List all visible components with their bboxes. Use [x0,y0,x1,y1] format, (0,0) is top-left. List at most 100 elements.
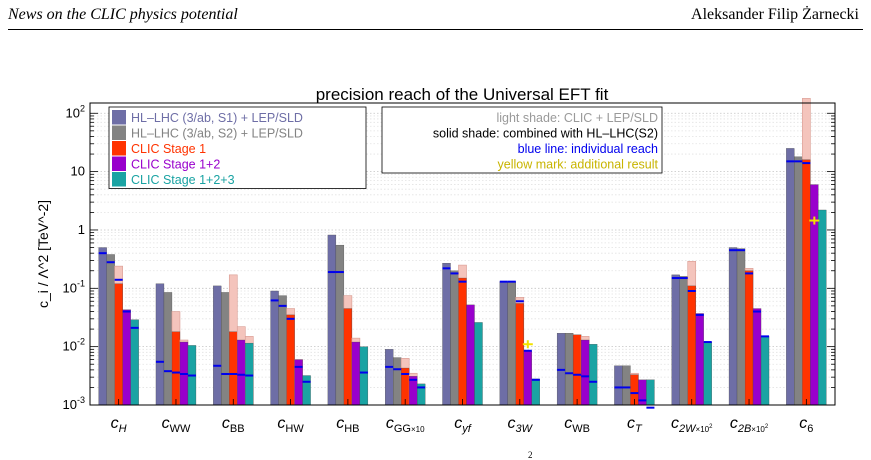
bar-st123 [359,346,369,406]
bar-s1 [155,283,165,406]
bar-st1 [343,308,353,406]
bar-s1 [213,285,222,406]
x-label-subscript: H [119,423,127,435]
x-label-subscript: BB [230,423,245,435]
bar-s1 [327,234,337,406]
x-tick-label: cHW [277,415,304,435]
x-label-base: c [564,415,572,432]
legend-notes-box [381,106,663,174]
bar-st12 [351,341,361,406]
legend-label: HL–LHC (3/ab, S1) + LEP/SLD [131,111,303,125]
y-tick-label: 10-1 [63,278,85,295]
y-tick-label: 10-2 [63,337,85,354]
x-tick-label: cT [627,415,643,435]
x-label-subscript: HW [285,423,304,435]
reach-marks [98,160,820,409]
bar-s2 [106,254,115,406]
x-label-multiplier: ×10 [411,425,425,434]
y-tick-exponent: 2 [80,103,85,113]
legend-swatch-s2 [112,125,126,140]
bar-s2 [564,333,574,406]
bar-s2 [163,292,173,406]
bar-st1 [114,283,123,406]
bar-s2 [335,244,345,406]
legend: HL–LHC (3/ab, S1) + LEP/SLD HL–LHC (3/ab,… [108,106,663,189]
x-label-base: c [162,415,170,432]
x-label-subscript: 2B [737,423,751,435]
bar-st123 [646,379,655,406]
bar-st123 [818,209,827,406]
bar-s2 [393,357,402,406]
y-tick-label: 102 [66,103,85,120]
x-label-subscript: 6 [807,423,813,435]
x-label-subscript: HB [344,423,359,435]
legend-note: solid shade: combined with HL–LHC(S2) [433,127,658,141]
bar-st12 [122,309,131,406]
y-tick-label: 1 [78,222,85,237]
bar-st123 [245,342,254,406]
bar-st1 [286,314,295,406]
legend-swatch-st12 [112,156,126,171]
bar-st123 [703,341,712,406]
x-label-subscript: 3W [516,423,534,435]
x-label-multiplier-exp: 2 [709,424,713,430]
x-label-base: c [799,415,807,432]
bar-st12 [695,313,704,406]
y-tick-label: 10 [71,164,85,179]
legend-label: CLIC Stage 1+2 [131,158,220,172]
bar-st123 [302,375,311,406]
bar-s2 [278,295,287,406]
x-tick-label: cBB [222,415,245,435]
bar-st1 [515,303,524,406]
bar-s1 [499,281,508,406]
bar-s1 [728,247,738,406]
x-label-multiplier-exp: 2 [765,424,769,430]
bar-st12 [523,350,532,406]
y-tick-label: 10-3 [63,395,85,412]
x-label-multiplier: ×10 [751,425,765,434]
x-label-multiplier: ×10 [696,425,710,434]
running-header-author: Aleksander Filip Żarnecki [691,6,859,23]
bar-s1 [385,349,394,406]
bar-s2 [221,292,230,406]
x-label-base: c [627,415,635,432]
legend-note: yellow mark: additional result [498,158,659,172]
x-tick-label: cWB [564,415,590,435]
bar-s1 [442,262,451,406]
bar-s1 [671,274,680,406]
y-tick-exponent: -2 [77,337,85,347]
bar-s1 [98,247,107,406]
x-tick-label: c3W [508,415,534,435]
bars [98,98,827,406]
x-label-base: c [454,415,462,432]
bar-st1 [572,334,582,406]
bar-s2 [622,365,631,406]
x-label-subscript: yf [461,423,472,435]
x-label-subscript: WW [170,423,191,435]
bar-st12 [580,339,590,406]
bar-st12 [466,304,475,406]
x-label-base: c [386,415,394,432]
footer-fragment: 2 [528,450,533,460]
x-tick-label: cH [111,415,127,435]
bar-st123 [531,378,540,406]
x-label-base: c [111,415,119,432]
x-label-subscript: 2W [678,423,697,435]
chart-title: precision reach of the Universal EFT fit [316,85,609,104]
x-label-base: c [336,415,344,432]
bar-s1 [786,148,795,406]
legend-note: light shade: CLIC + LEP/SLD [496,111,658,125]
legend-swatch-s1 [112,110,126,125]
bar-st123 [474,322,483,406]
bar-s2 [450,270,459,406]
x-label-base: c [277,415,285,432]
y-tick-exponent: -3 [77,395,85,405]
legend-label: CLIC Stage 1+2+3 [131,173,235,187]
legend-label: HL–LHC (3/ab, S2) + LEP/SLD [131,127,303,141]
bar-s2 [794,156,803,406]
x-label-subscript: GG [394,423,411,435]
legend-label: CLIC Stage 1 [131,142,206,156]
x-label-subscript: WB [572,423,590,435]
y-axis-label: c_i / Λ^2 [TeV^-2] [35,200,51,308]
x-label-base: c [730,415,738,432]
